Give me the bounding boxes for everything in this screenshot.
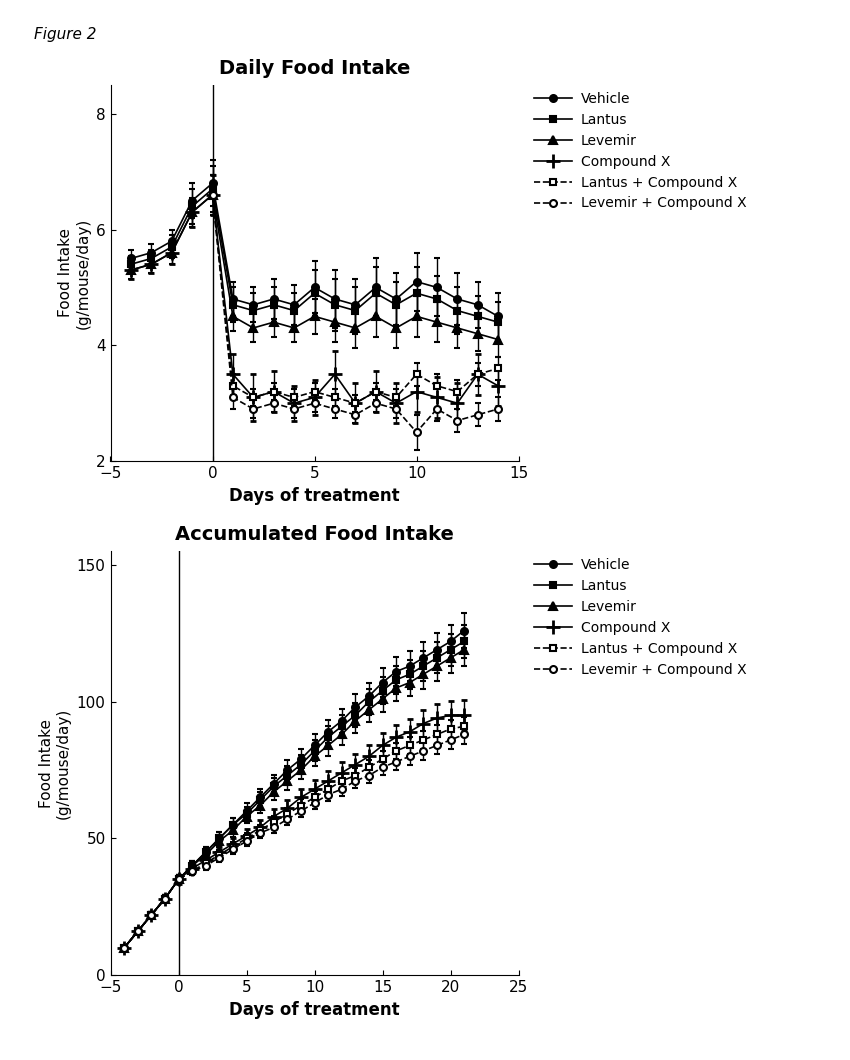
X-axis label: Days of treatment: Days of treatment [230, 487, 400, 505]
Legend: Vehicle, Lantus, Levemir, Compound X, Lantus + Compound X, Levemir + Compound X: Vehicle, Lantus, Levemir, Compound X, La… [534, 559, 746, 677]
Title: Accumulated Food Intake: Accumulated Food Intake [175, 525, 454, 544]
Legend: Vehicle, Lantus, Levemir, Compound X, Lantus + Compound X, Levemir + Compound X: Vehicle, Lantus, Levemir, Compound X, La… [534, 92, 746, 211]
Y-axis label: Food Intake
(g/mouse/day): Food Intake (g/mouse/day) [58, 217, 90, 329]
X-axis label: Days of treatment: Days of treatment [230, 1001, 400, 1019]
Text: Figure 2: Figure 2 [34, 26, 97, 41]
Y-axis label: Food Intake
(g/mouse/day): Food Intake (g/mouse/day) [39, 708, 71, 818]
Title: Daily Food Intake: Daily Food Intake [218, 58, 411, 77]
